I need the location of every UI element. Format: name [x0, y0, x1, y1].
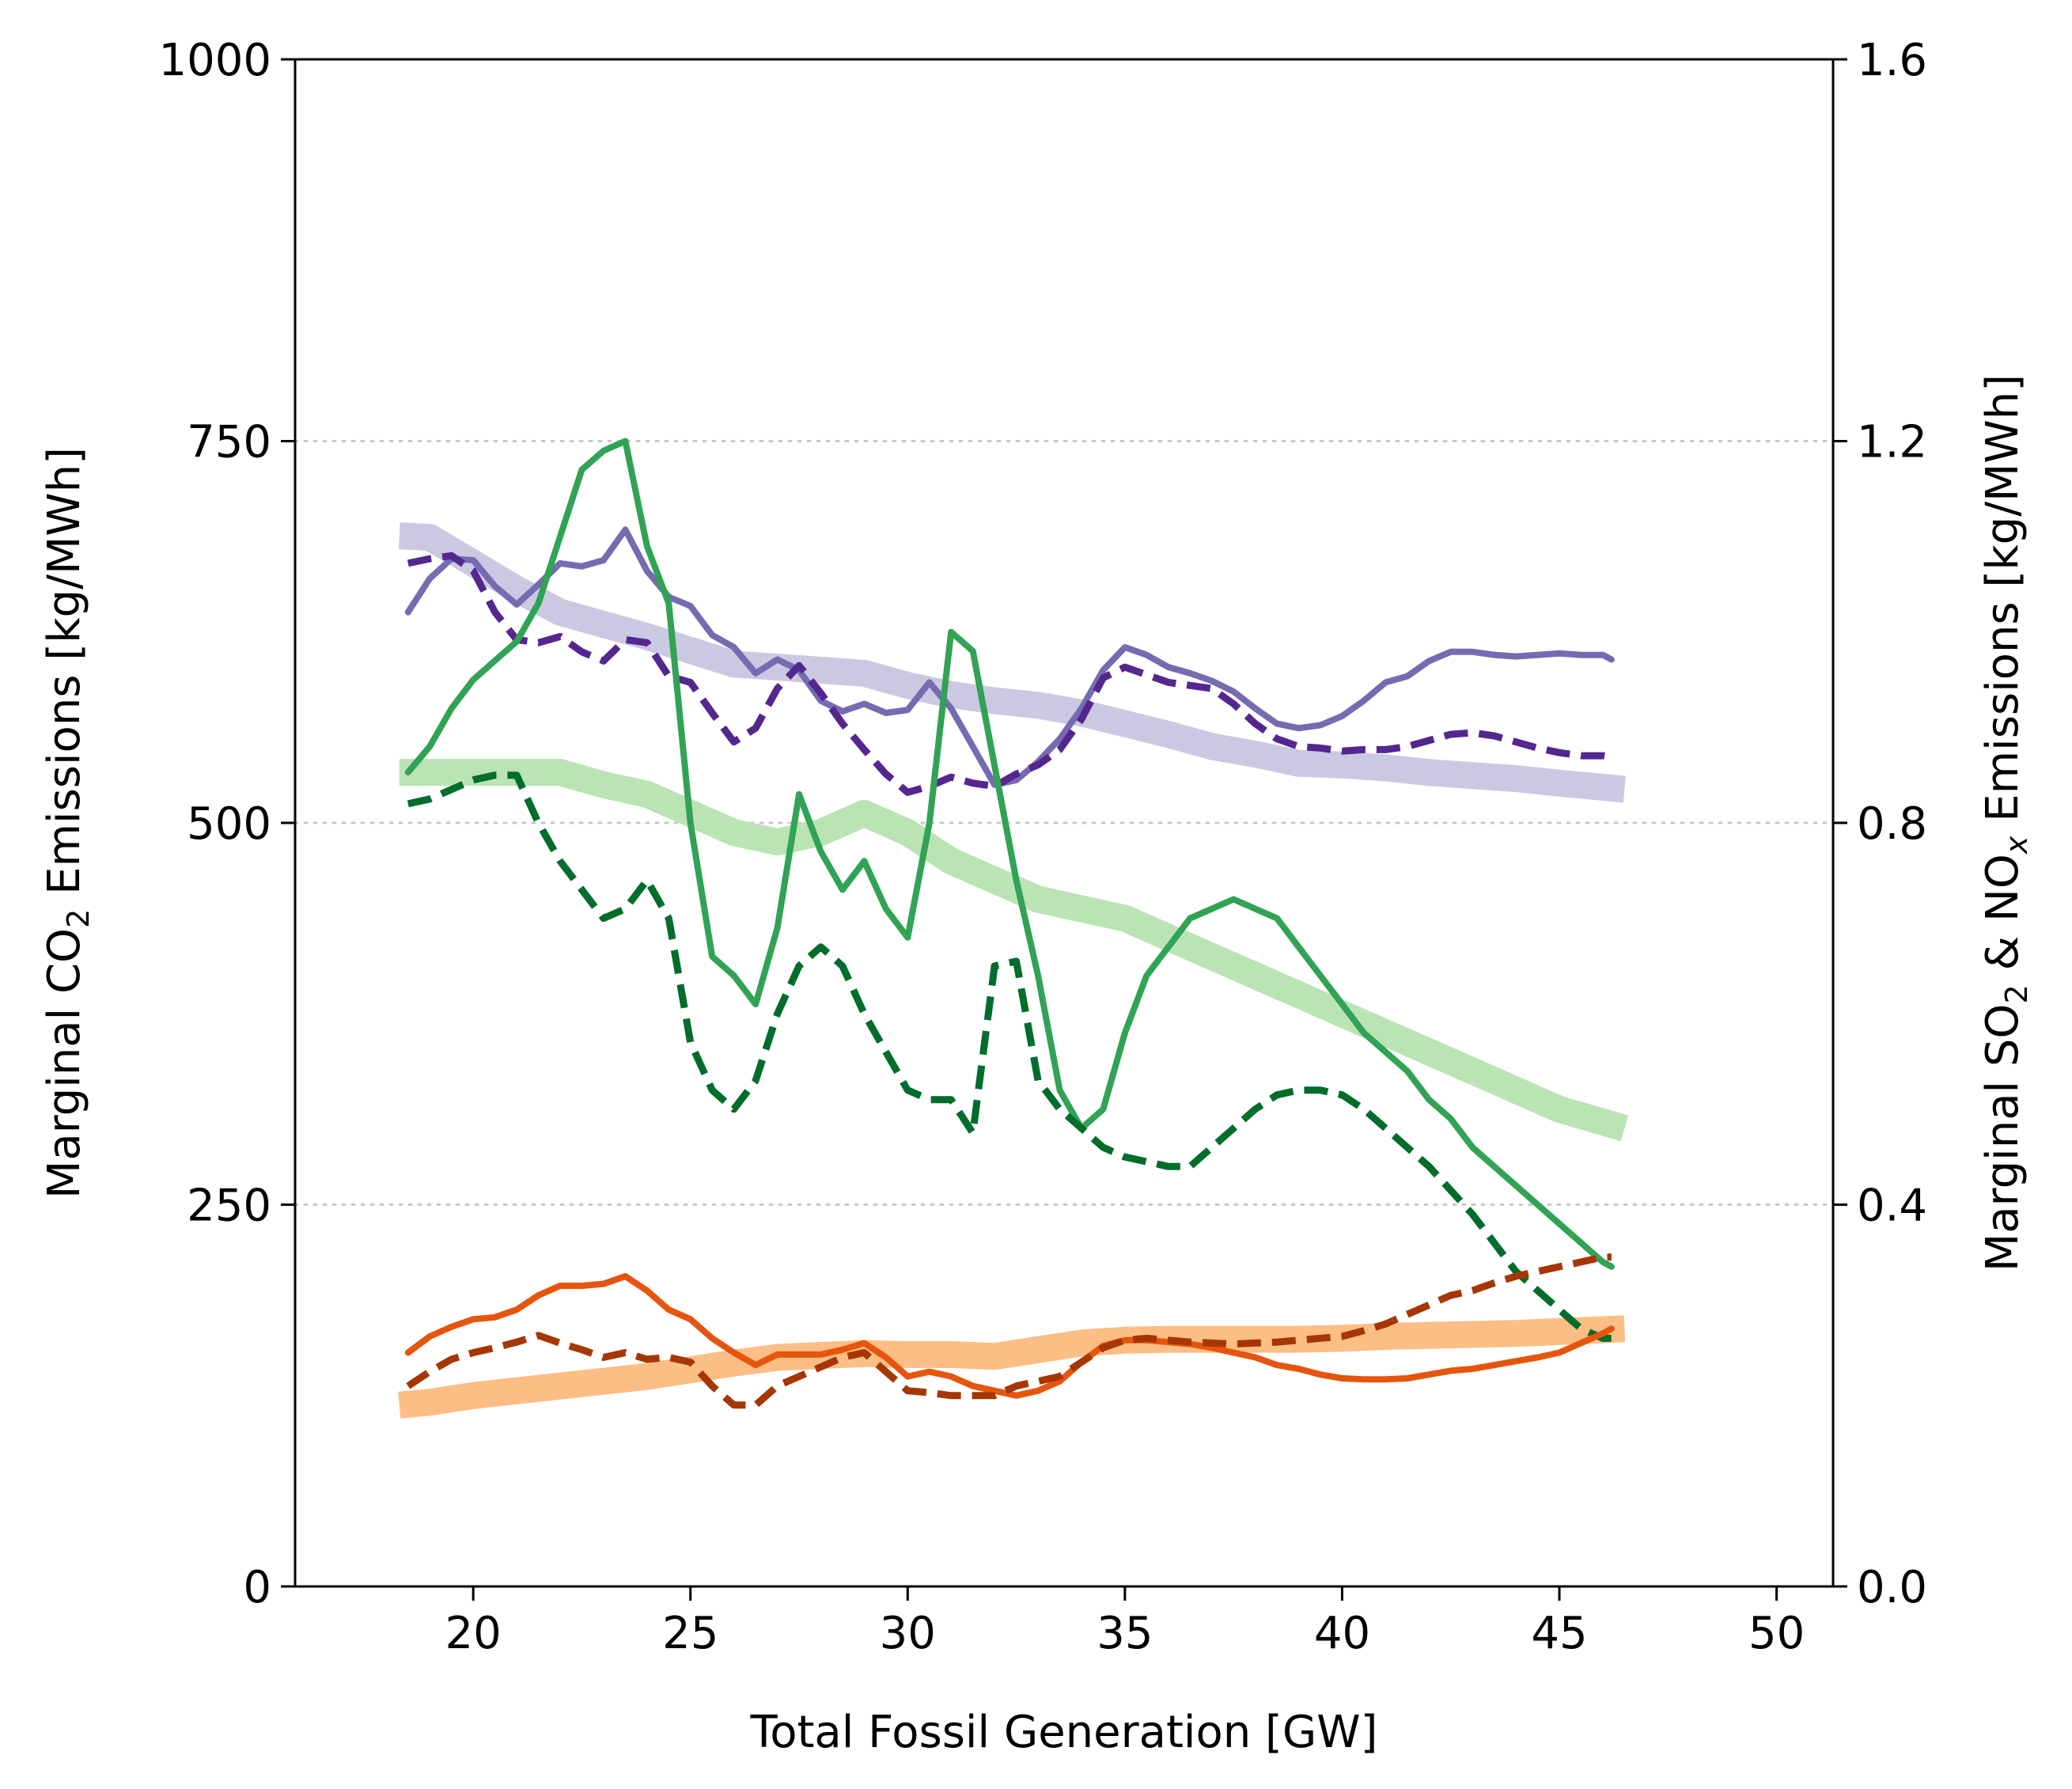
series-line-6 — [398, 1315, 1626, 1419]
right-y-axis-label-tail: Emissions [kg/MWh] — [1977, 374, 2028, 836]
right-y-axis-label-mid: & NO — [1977, 854, 2028, 984]
right-y-tick-label-1: 0.4 — [1857, 1181, 1927, 1232]
x-tick-label-3: 35 — [1097, 1608, 1153, 1659]
series-group — [398, 438, 1629, 1419]
left-y-axis-label-subscript: 2 — [61, 909, 96, 928]
gridlines — [294, 440, 1835, 1206]
x-tick-label-0: 20 — [445, 1608, 502, 1659]
series-line-0 — [398, 522, 1626, 803]
right-y-tick-label-4: 1.6 — [1857, 35, 1927, 86]
left-y-axis-label-tail: Emissions [kg/MWh] — [39, 447, 90, 909]
x-axis-ticks: 20 25 30 35 40 45 50 — [445, 1586, 1805, 1659]
left-y-axis-label-main: Marginal CO — [39, 928, 90, 1199]
x-axis-label: Total Fossil Generation [GW] — [750, 1707, 1378, 1758]
series-line-7 — [404, 1273, 1615, 1399]
right-y-axis-label: Marginal SO2 & NOx Emissions [kg/MWh] — [1977, 374, 2034, 1272]
left-y-axis-label: Marginal CO2 Emissions [kg/MWh] — [39, 447, 96, 1199]
x-tick-label-2: 30 — [880, 1608, 936, 1659]
left-y-tick-label-0: 0 — [243, 1562, 271, 1613]
right-y-tick-label-3: 1.2 — [1857, 417, 1927, 468]
right-y-axis-label-main: Marginal SO — [1977, 1004, 2028, 1272]
x-tick-label-5: 45 — [1531, 1608, 1587, 1659]
series-line-3 — [399, 759, 1629, 1142]
series-line-1 — [404, 526, 1615, 788]
right-y-axis-label-subscript-2: x — [1999, 836, 2034, 855]
series-line-5 — [407, 771, 1612, 1342]
left-y-tick-label-3: 750 — [187, 417, 271, 468]
series-line-4 — [404, 438, 1615, 1270]
series-line-2 — [407, 551, 1612, 796]
series-line-8 — [406, 1253, 1612, 1409]
right-y-tick-label-0: 0.0 — [1857, 1562, 1927, 1613]
x-tick-label-6: 50 — [1748, 1608, 1805, 1659]
right-y-axis-label-subscript-1: 2 — [1999, 984, 2034, 1003]
left-y-axis-ticks: 0 250 500 750 1000 — [158, 35, 295, 1613]
x-tick-label-4: 40 — [1314, 1608, 1370, 1659]
left-y-tick-label-4: 1000 — [158, 35, 271, 86]
right-y-tick-label-2: 0.8 — [1857, 798, 1927, 850]
x-tick-label-1: 25 — [662, 1608, 718, 1659]
left-y-tick-label-2: 500 — [187, 798, 271, 850]
left-y-tick-label-1: 250 — [187, 1181, 271, 1232]
right-y-axis-ticks: 0.0 0.4 0.8 1.2 1.6 — [1833, 35, 1927, 1613]
